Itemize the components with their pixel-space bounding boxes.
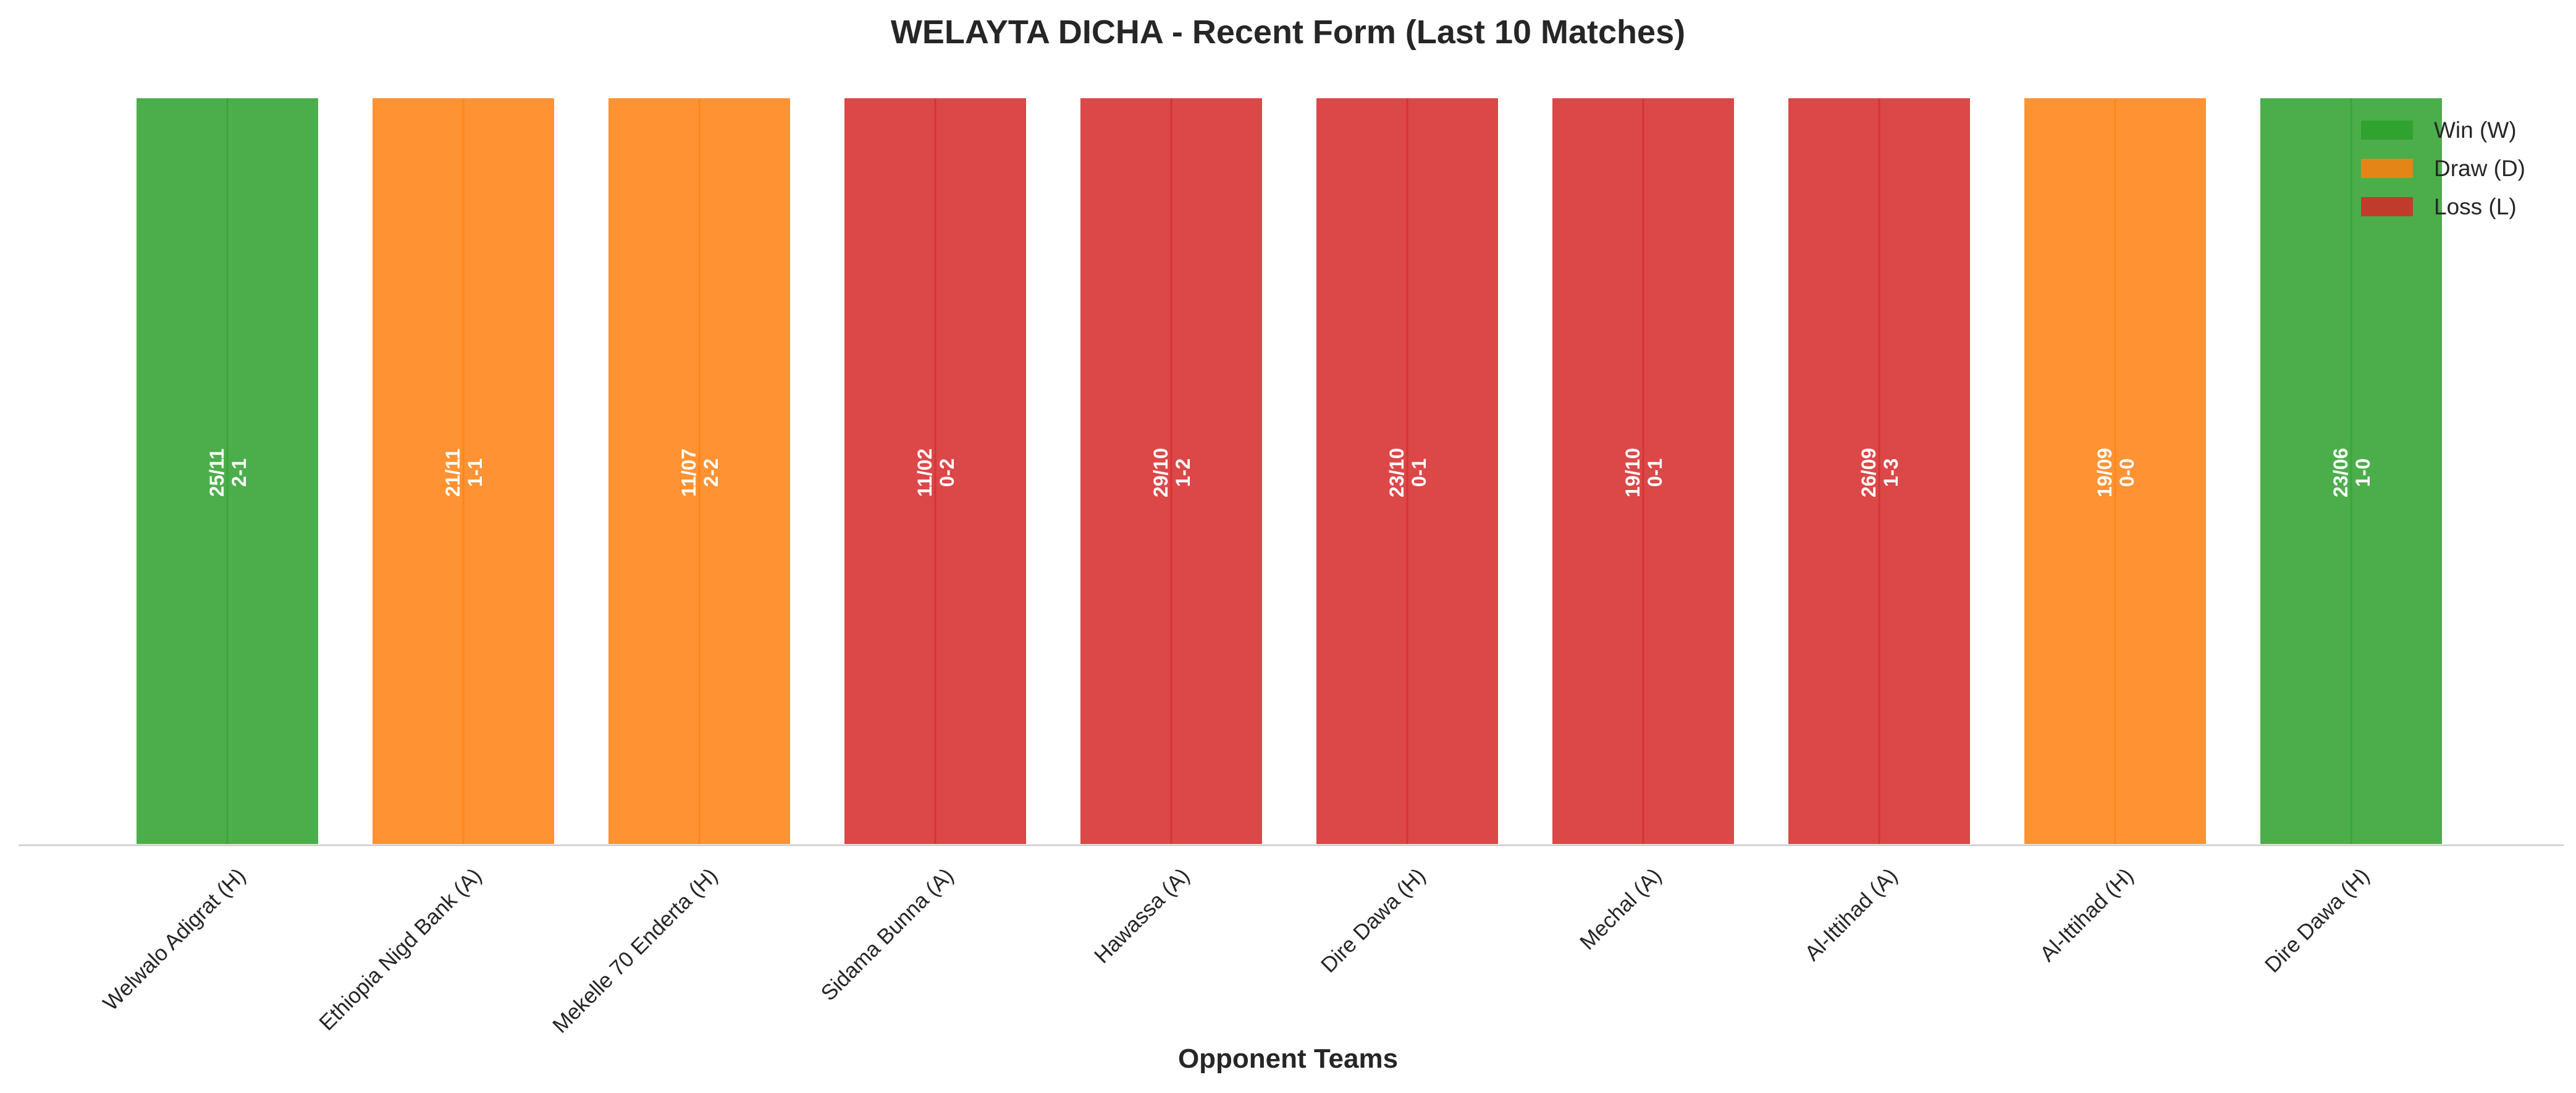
x-tick-label: Mekelle 70 Enderta (H) — [548, 864, 722, 1038]
legend: Win (W) Draw (D) Loss (L) — [2361, 117, 2525, 219]
legend-swatch-L — [2361, 197, 2413, 216]
bar-label-group: 26/09 1-3 — [1858, 448, 1902, 497]
x-tick-label: Mechal (A) — [1575, 864, 1666, 955]
bar-date-label: 29/10 — [1150, 448, 1172, 497]
bar-label-group: 11/07 2-2 — [678, 449, 722, 497]
x-tick-label: Sidama Bunna (A) — [816, 864, 958, 1006]
bar-date-label: 19/10 — [1622, 448, 1644, 497]
bar-label-group: 11/02 0-2 — [914, 449, 958, 497]
legend-swatch-D — [2361, 159, 2413, 178]
bar-label-group: 29/10 1-2 — [1150, 448, 1194, 497]
bar-score-label: 1-1 — [464, 458, 486, 487]
x-tick-label: Welwalo Adigrat (H) — [98, 864, 250, 1016]
bar-score-label: 0-0 — [2116, 458, 2138, 487]
bar-score-label: 0-2 — [936, 458, 958, 487]
bar-score-label: 1-0 — [2352, 458, 2374, 487]
x-axis-label: Opponent Teams — [1178, 1044, 1398, 1074]
bar-date-label: 11/07 — [678, 449, 700, 497]
bar-date-label: 21/11 — [442, 449, 464, 497]
bar-score-label: 0-1 — [1644, 458, 1666, 487]
bar-label-group: 19/10 0-1 — [1622, 448, 1666, 497]
bar-label-group: 21/11 1-1 — [442, 449, 486, 497]
bar-date-label: 25/11 — [206, 449, 228, 497]
bar-label-group: 19/09 0-0 — [2094, 448, 2138, 497]
bar-label-group: 23/10 0-1 — [1386, 448, 1430, 497]
bar-date-label: 19/09 — [2094, 448, 2116, 497]
bar-date-label: 23/06 — [2330, 448, 2352, 497]
bar-score-label: 0-1 — [1408, 458, 1430, 487]
bar-score-label: 1-2 — [1172, 458, 1194, 487]
bar-date-label: 23/10 — [1386, 448, 1408, 497]
x-tick-label: Al-Ittihad (H) — [2035, 864, 2138, 966]
bar-date-label: 11/02 — [914, 449, 936, 497]
bars-layer: 25/11 2-1 21/11 1-1 11/07 2-2 11/02 0-2 29/10 1-2… — [134, 96, 2444, 846]
bar-date-label: 26/09 — [1858, 448, 1880, 497]
x-tick-label: Al-Ittihad (A) — [1800, 864, 1902, 966]
x-tick-label: Dire Dawa (H) — [1316, 864, 1430, 977]
legend-label-L: Loss (L) — [2434, 194, 2517, 219]
legend-swatch-W — [2361, 120, 2413, 140]
chart-title: WELAYTA DICHA - Recent Form (Last 10 Mat… — [891, 14, 1685, 51]
legend-label-D: Draw (D) — [2434, 156, 2525, 181]
x-tick-labels: Welwalo Adigrat (H) Ethiopia Nigd Bank (A… — [98, 864, 2374, 1038]
x-tick-label: Hawassa (A) — [1090, 864, 1194, 968]
x-tick-label: Ethiopia Nigd Bank (A) — [314, 864, 486, 1036]
bar-score-label: 2-2 — [700, 458, 722, 487]
x-tick-label: Dire Dawa (H) — [2260, 864, 2374, 977]
bar-label-group: 25/11 2-1 — [206, 449, 250, 497]
legend-label-W: Win (W) — [2434, 117, 2517, 143]
bar-score-label: 1-3 — [1880, 458, 1902, 487]
bar-label-group: 23/06 1-0 — [2330, 448, 2374, 497]
bar-score-label: 2-1 — [228, 458, 250, 487]
